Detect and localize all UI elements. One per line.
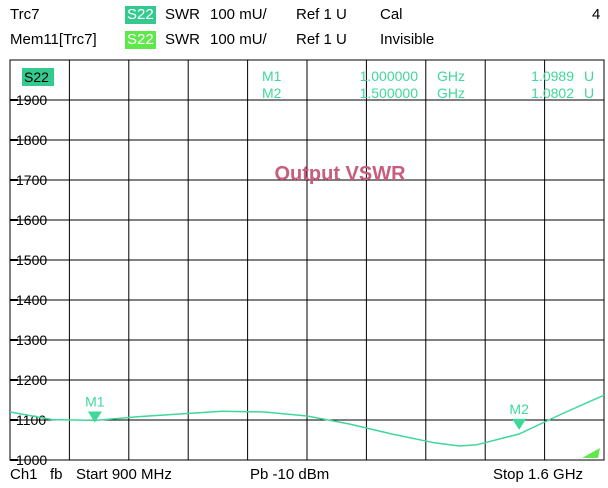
- y-tick-labels: 1900 1800 1700 1600 1500 1400 1300 1200 1100 1000: [10, 92, 47, 466]
- trace-channel-number: 4: [592, 6, 601, 23]
- trace-cal-status: Cal: [380, 6, 403, 23]
- marker-m1-triangle[interactable]: [87, 411, 102, 423]
- trace-param-badge[interactable]: S22: [125, 6, 156, 24]
- marker-table-name: M1: [262, 68, 282, 84]
- y-tick-label: 1800: [16, 132, 47, 148]
- y-tick-label: 1500: [16, 252, 47, 268]
- marker-table-value-unit: U: [584, 68, 594, 84]
- y-tick-label: 1100: [16, 412, 46, 428]
- scroll-corner-arrow: [582, 448, 600, 458]
- footer-start-frequency[interactable]: Start 900 MHz: [76, 466, 172, 483]
- marker-table-value-unit: U: [584, 85, 594, 101]
- memory-ref[interactable]: Ref 1 U: [296, 31, 347, 48]
- footer-channel[interactable]: Ch1: [10, 466, 38, 483]
- marker-table-name: M2: [262, 85, 282, 101]
- trace-markers[interactable]: M1 M2: [85, 393, 529, 430]
- trace-scale[interactable]: 100 mU/: [210, 6, 267, 23]
- vswr-chart[interactable]: 1900 1800 1700 1600 1500 1400 1300 1200 1100 1000…: [0, 0, 608, 466]
- marker-table-frequency: 1.000000: [360, 68, 419, 84]
- chart-title: Output VSWR: [274, 163, 406, 185]
- marker-m1-label: M1: [85, 393, 105, 409]
- y-tick-label: 1600: [16, 212, 47, 228]
- marker-m2-label: M2: [509, 401, 529, 417]
- trace-format[interactable]: SWR: [165, 6, 200, 23]
- y-tick-label: 1400: [16, 292, 47, 308]
- y-tick-label: 1200: [16, 372, 47, 388]
- marker-table-frequency-unit: GHz: [437, 85, 465, 101]
- memory-status: Invisible: [380, 31, 435, 48]
- memory-trace-name[interactable]: Mem11[Trc7]: [10, 31, 97, 48]
- marker-table-value: 1.0989: [531, 68, 574, 84]
- marker-table-value: 1.0802: [531, 85, 574, 101]
- marker-m2-triangle[interactable]: [512, 418, 527, 430]
- trace-ref[interactable]: Ref 1 U: [296, 6, 347, 23]
- y-tick-label: 1000: [16, 452, 47, 466]
- memory-scale[interactable]: 100 mU/: [210, 31, 267, 48]
- marker-readout-table: M1 1.000000 GHz 1.0989 U M2 1.500000 GHz 1.0802 U: [262, 68, 594, 101]
- memory-param-badge[interactable]: S22: [125, 31, 156, 49]
- trace-label-box: [22, 68, 54, 86]
- footer-stop-frequency[interactable]: Stop 1.6 GHz: [493, 466, 584, 483]
- s22-trace-line[interactable]: [9, 394, 605, 447]
- trace-label: S22: [24, 69, 49, 85]
- y-tick-label: 1900: [16, 92, 47, 108]
- footer-power[interactable]: Pb -10 dBm: [250, 466, 330, 483]
- memory-format[interactable]: SWR: [165, 31, 200, 48]
- marker-table-frequency-unit: GHz: [437, 68, 465, 84]
- marker-table-frequency: 1.500000: [360, 85, 419, 101]
- y-tick-label: 1300: [16, 332, 47, 348]
- chart-grid: [9, 59, 605, 461]
- footer-sweep-mode[interactable]: fb: [50, 466, 63, 483]
- trace-name[interactable]: Trc7: [10, 6, 40, 23]
- y-tick-label: 1700: [16, 172, 47, 188]
